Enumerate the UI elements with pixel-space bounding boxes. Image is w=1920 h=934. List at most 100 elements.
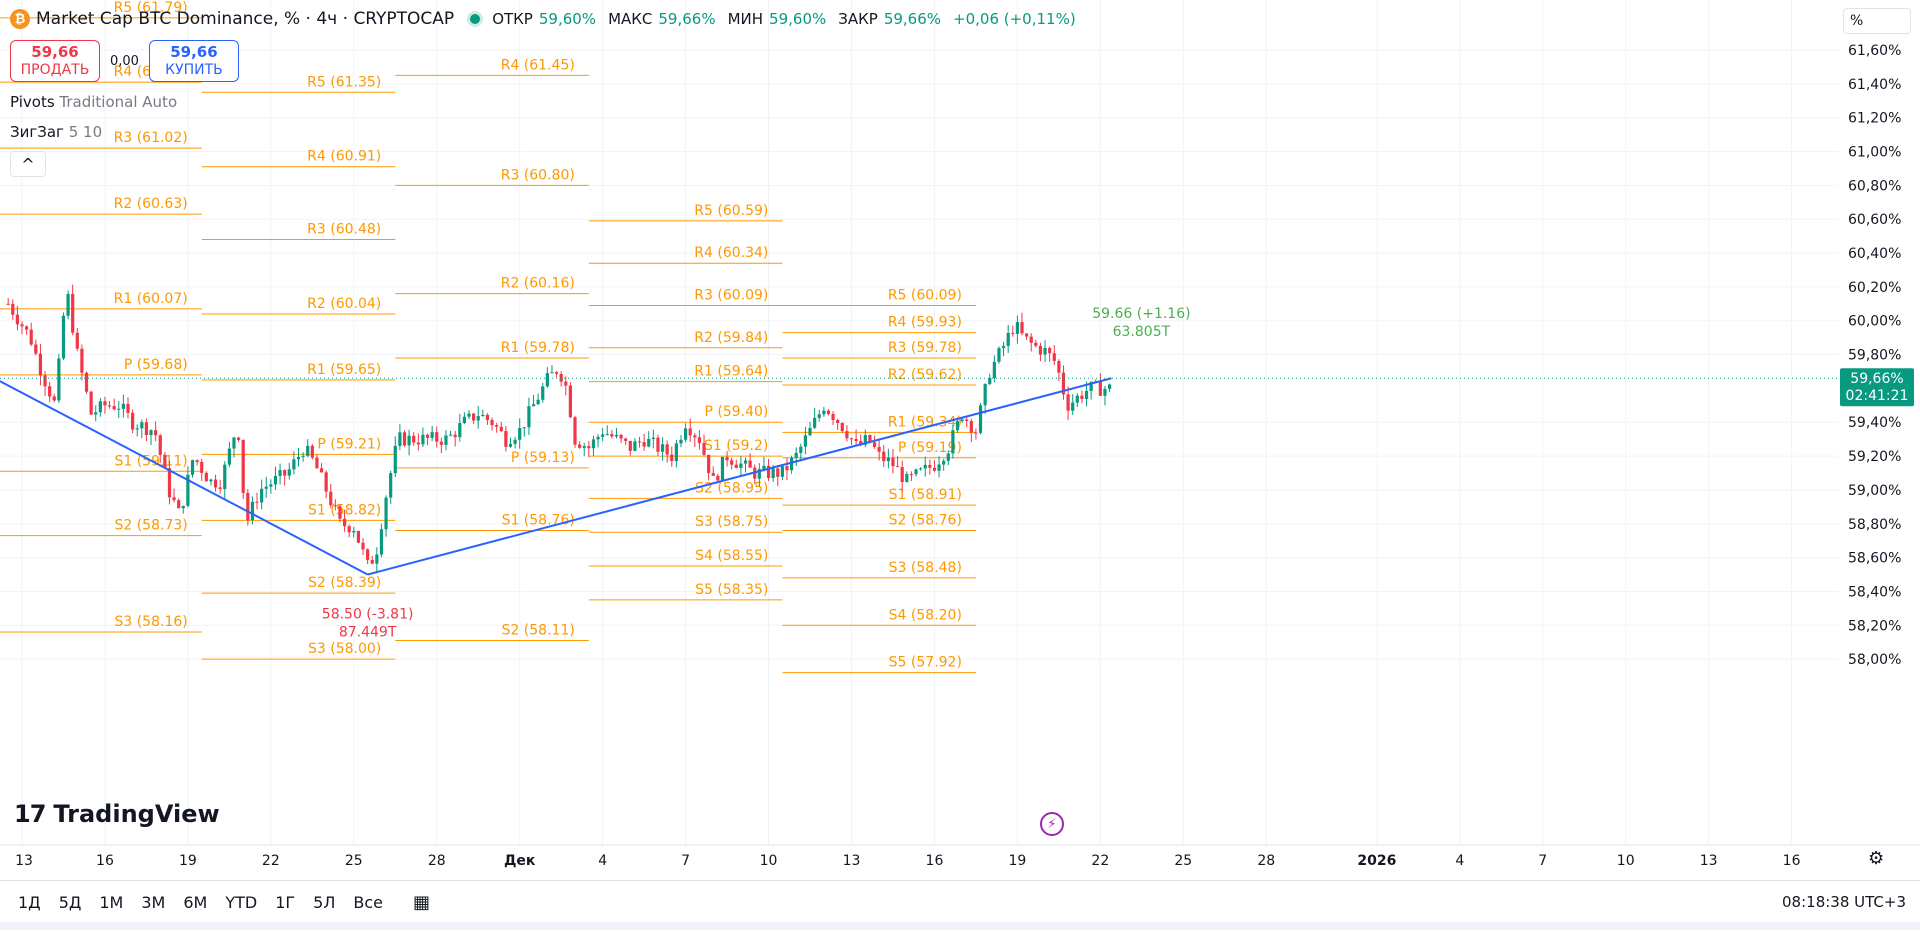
candle-down [84,372,89,392]
market-status-icon[interactable] [470,14,481,24]
candle-up [393,445,397,474]
candle-up [476,416,480,421]
candle-down [144,422,149,436]
x-tick-label: 16 [926,853,944,869]
x-tick-label: 7 [681,853,690,869]
candle-up [61,315,66,359]
candle-down [366,549,370,560]
candle-down [1020,322,1024,334]
unit-label: % [1850,13,1864,29]
range-6m-button[interactable]: 6М [183,892,208,912]
sell-button[interactable]: 59,66 ПРОДАТЬ [10,40,100,82]
candle-down [11,303,15,315]
candle-up [799,446,803,453]
symbol-title[interactable]: Market Cap BTC Dominance, % · 4ч · CRYPT… [36,9,455,29]
bitcoin-logo-icon[interactable]: ₿ [10,9,30,29]
candle-down [665,444,669,455]
candle-up [886,457,890,462]
candle-up [937,464,941,471]
pivot-label-r2: R2 (60.04) [307,296,381,312]
range-1m-button[interactable]: 1М [99,892,124,912]
tradingview-logo[interactable]: 17 TradingView [14,800,220,828]
range-ytd-button[interactable]: YTD [225,892,258,912]
range-1d-button[interactable]: 1Д [18,892,41,912]
candle-down [15,314,19,325]
y-tick-label: 59,40% [1848,415,1901,431]
candle-down [324,472,328,492]
calendar-icon[interactable]: ▦ [412,891,430,913]
candle-up [684,428,688,440]
candle-up [269,484,273,487]
pivot-label-s3: S3 (58.16) [114,614,187,630]
candle-up [531,404,536,407]
pivot-label-r5: R5 (60.59) [694,203,768,219]
candle-down [587,446,591,449]
x-tick-label: 28 [1257,853,1275,869]
candle-down [1066,394,1070,411]
range-all-button[interactable]: Все [353,892,383,912]
trade-panel: 59,66 ПРОДАТЬ 0,00 59,66 КУПИТЬ [10,40,239,82]
indicator-name: Pivots [10,93,55,111]
candle-down [241,439,245,493]
candle-down [693,435,697,438]
candle-down [213,479,218,488]
pivot-label-p: P (59.40) [704,404,768,420]
pivot-label-s3: S3 (58.48) [889,560,962,576]
range-3m-button[interactable]: 3М [141,892,166,912]
pivot-label-r1: R1 (60.07) [114,291,188,307]
candle-down [559,373,563,382]
candle-up [1075,395,1079,403]
spread-value: 0,00 [110,53,139,69]
candle-down [167,468,172,498]
pivot-label-r2: R2 (60.63) [114,196,188,212]
pivot-label-r3: R3 (60.80) [501,167,575,183]
candle-down [859,441,863,445]
lightning-icon[interactable]: ⚡ [1040,812,1064,836]
candle-up [605,434,609,436]
candle-up [296,456,301,460]
range-5y-button[interactable]: 5Л [313,892,336,912]
footer-strip [0,922,1920,930]
candle-up [946,453,950,461]
high-key: МАКС [608,10,653,28]
candle-down [20,324,24,327]
candle-down [969,420,973,433]
pivot-label-s2: S2 (58.73) [114,518,187,534]
candle-up [988,378,992,385]
candle-up [190,460,195,475]
clock-display[interactable]: 08:18:38 UTC+3 [1782,893,1906,911]
candle-down [578,444,582,448]
candle-down [849,438,854,440]
close-key: ЗАКР [838,10,878,28]
candle-down [425,434,430,438]
pivot-label-s2: S2 (58.95) [695,480,768,496]
candle-down [776,468,780,477]
gear-icon[interactable]: ⚙ [1868,848,1885,869]
candle-up [955,421,960,431]
x-tick-label: 7 [1538,853,1547,869]
pivot-label-s5: S5 (57.92) [889,655,962,671]
candle-up [905,474,909,482]
buy-button[interactable]: 59,66 КУПИТЬ [148,40,239,82]
candle-up [978,405,983,433]
indicator-zigzag[interactable]: ЗигЗаг 5 10 [10,123,102,141]
candle-down [845,431,849,439]
range-5d-button[interactable]: 5Д [58,892,82,912]
pivot-label-r5: R5 (60.09) [888,287,962,303]
zigzag-segment [367,377,1112,576]
candle-down [112,406,116,410]
candle-up [481,414,485,417]
x-tick-label: 10 [1617,853,1635,869]
range-1y-button[interactable]: 1Г [275,892,296,912]
candle-up [660,444,665,452]
candle-down [342,518,347,527]
y-tick-label: 58,60% [1848,551,1901,567]
collapse-legend-button[interactable]: ^ [10,151,46,177]
unit-selector[interactable]: % [1843,8,1911,34]
indicator-pivots[interactable]: Pivots Traditional Auto [10,93,177,111]
candle-up [430,432,434,438]
pivot-label-r2: R2 (59.62) [888,367,962,383]
x-tick-label: 19 [179,853,197,869]
